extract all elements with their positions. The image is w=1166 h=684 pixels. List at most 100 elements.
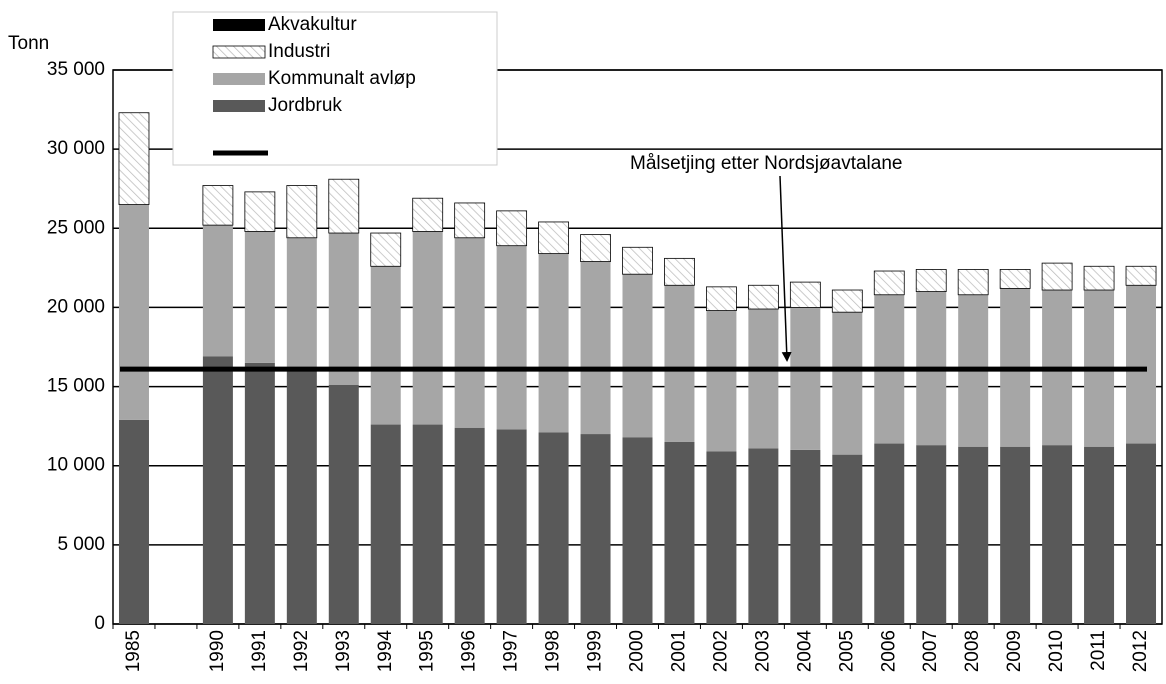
x-tick-label: 1985 xyxy=(123,630,144,672)
bar-segment xyxy=(916,445,947,624)
x-tick-label: 1994 xyxy=(375,630,396,673)
bar-segment xyxy=(538,432,569,624)
bar-segment xyxy=(874,443,905,624)
y-axis-label: Tonn xyxy=(8,33,49,54)
legend-swatch xyxy=(212,45,266,59)
bar-segment xyxy=(286,185,318,239)
bar-segment xyxy=(706,451,737,624)
legend-swatch xyxy=(213,73,265,85)
x-tick-label: 2011 xyxy=(1088,630,1109,671)
x-tick-label: 2012 xyxy=(1130,630,1151,672)
bar-segment xyxy=(580,234,611,262)
x-tick-label: 2002 xyxy=(710,630,731,672)
x-tick-label: 1996 xyxy=(459,630,480,672)
legend-swatch xyxy=(213,19,265,31)
legend-swatch xyxy=(213,100,265,112)
bar-segment xyxy=(202,225,233,357)
bar-segment xyxy=(1083,265,1115,291)
bar-segment xyxy=(706,286,737,311)
y-tick-label: 25 000 xyxy=(47,217,105,238)
y-tick-label: 20 000 xyxy=(47,296,105,317)
bar-segment xyxy=(957,269,989,296)
bar-segment xyxy=(831,289,863,313)
annotation-arrow xyxy=(779,175,792,362)
bar-segment xyxy=(454,427,485,624)
x-tick-label: 2010 xyxy=(1046,630,1067,672)
bar-segment xyxy=(244,231,275,363)
x-tick-label: 2006 xyxy=(878,630,899,672)
bar-segment xyxy=(1042,445,1073,624)
bar-segment xyxy=(118,204,149,420)
x-tick-label: 1992 xyxy=(291,630,312,672)
x-tick-label: 2001 xyxy=(668,630,689,672)
x-tick-label: 1998 xyxy=(543,630,564,672)
bar-segment xyxy=(832,312,863,455)
bar-segment xyxy=(748,448,779,624)
x-tick-label: 1990 xyxy=(207,630,228,672)
legend-label: Akvakultur xyxy=(268,14,357,35)
x-tick-label: 1991 xyxy=(249,630,270,672)
bar-segment xyxy=(496,245,527,430)
x-tick-label: 1993 xyxy=(333,630,354,672)
y-tick-label: 30 000 xyxy=(47,138,105,159)
bar-segment xyxy=(118,112,150,205)
x-tick-label: 2003 xyxy=(752,630,773,672)
bar-segment xyxy=(370,232,402,267)
bar-segment xyxy=(454,237,485,428)
bar-segment xyxy=(999,269,1031,289)
legend-label: Jordbruk xyxy=(268,95,342,116)
bar-segment xyxy=(832,454,863,624)
bar-segment xyxy=(202,185,234,226)
bar-segment xyxy=(873,270,905,296)
bar-segment xyxy=(706,310,737,452)
bar-segment xyxy=(664,441,695,624)
bar-segment xyxy=(915,269,947,293)
legend-box xyxy=(172,11,498,166)
bar-segment xyxy=(286,237,317,368)
bar-segment xyxy=(328,384,359,624)
bar-segment xyxy=(622,437,653,624)
bar-segment xyxy=(664,285,695,442)
bar-segment xyxy=(496,210,528,247)
bar-segment xyxy=(664,257,695,286)
bar-segment xyxy=(958,446,989,624)
annotation: Målsetjing etter Nordsjøavtalane xyxy=(630,153,902,174)
bar-segment xyxy=(1041,262,1073,291)
bar-segment xyxy=(118,419,149,624)
y-tick-label: 10 000 xyxy=(47,455,105,476)
bar-segment xyxy=(370,424,401,624)
x-tick-label: 2004 xyxy=(794,630,815,673)
bar-segment xyxy=(328,178,360,234)
bar-segment xyxy=(538,253,569,433)
bar-segment xyxy=(580,261,611,435)
bar-segment xyxy=(1125,265,1157,286)
bar-segment xyxy=(370,266,401,425)
x-tick-label: 2007 xyxy=(920,630,941,672)
y-tick-label: 15 000 xyxy=(47,376,105,397)
x-tick-label: 2000 xyxy=(627,630,648,672)
bar-segment xyxy=(747,284,779,310)
y-tick-label: 0 xyxy=(94,613,105,634)
bar-segment xyxy=(244,362,275,624)
bar-segment xyxy=(622,274,653,438)
x-tick-label: 2009 xyxy=(1004,630,1025,672)
bar-segment xyxy=(202,356,233,624)
bar-segment xyxy=(622,246,653,275)
bar-segment xyxy=(454,202,486,239)
bar-segment xyxy=(1126,443,1157,624)
bar-segment xyxy=(244,191,276,232)
bar-segment xyxy=(412,231,443,425)
y-tick-label: 35 000 xyxy=(47,59,105,80)
bar-segment xyxy=(412,197,444,232)
bar-segment xyxy=(789,281,821,308)
bar-segment xyxy=(412,424,443,624)
x-tick-label: 2008 xyxy=(962,630,983,672)
bar-segment xyxy=(1084,446,1115,624)
bar-segment xyxy=(748,309,779,449)
bar-segment xyxy=(790,449,821,624)
bar-segment xyxy=(328,233,359,385)
bar-segment xyxy=(1126,285,1157,444)
x-tick-label: 1995 xyxy=(417,630,438,672)
